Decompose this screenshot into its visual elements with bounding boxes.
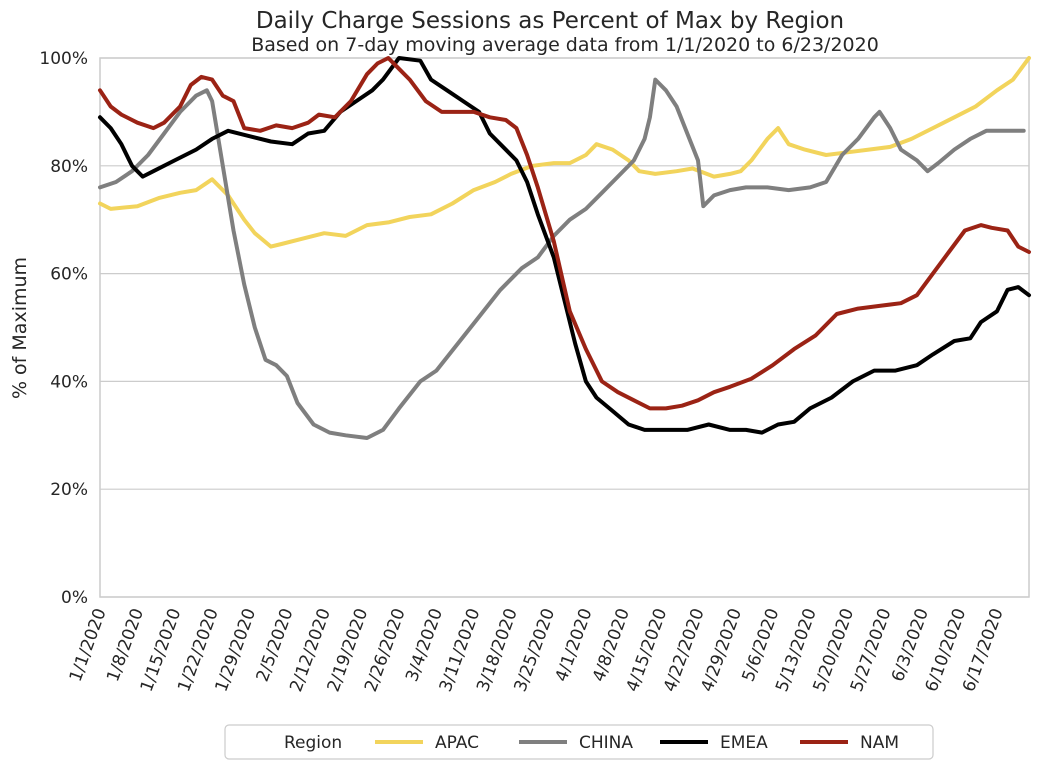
y-tick-label: 40% [50, 372, 88, 392]
series-lines [98, 56, 1031, 440]
series-line-emea [98, 56, 1031, 435]
y-tick-labels: 0% 20% 40% 60% 80% 100% [39, 49, 88, 608]
series-line-china [98, 77, 1026, 440]
legend-title: Region [284, 733, 342, 753]
plot-frame [99, 57, 1030, 598]
series-line-nam [98, 56, 1031, 411]
chart-title: Daily Charge Sessions as Percent of Max … [256, 8, 844, 34]
y-axis-label: % of Maximum [9, 257, 31, 399]
y-tick-label: 80% [50, 157, 88, 177]
gridlines [100, 57, 1029, 598]
legend-box [224, 724, 934, 760]
chart-subtitle: Based on 7-day moving average data from … [251, 34, 879, 56]
legend-label-china: CHINA [579, 733, 633, 753]
legend-label-nam: NAM [860, 733, 899, 753]
legend-label-apac: APAC [435, 733, 479, 753]
x-tick-labels: 1/1/20201/8/20201/15/20201/22/20201/29/2… [66, 606, 1008, 695]
y-tick-label: 60% [50, 265, 88, 285]
y-tick-label: 0% [61, 588, 88, 608]
y-tick-label: 20% [50, 480, 88, 500]
legend-items: APAC CHINA EMEA NAM [375, 733, 899, 753]
series-line-apac [98, 56, 1031, 249]
legend-label-emea: EMEA [720, 733, 768, 753]
y-tick-label: 100% [39, 49, 88, 69]
legend: Region APAC CHINA EMEA NAM [224, 724, 934, 760]
